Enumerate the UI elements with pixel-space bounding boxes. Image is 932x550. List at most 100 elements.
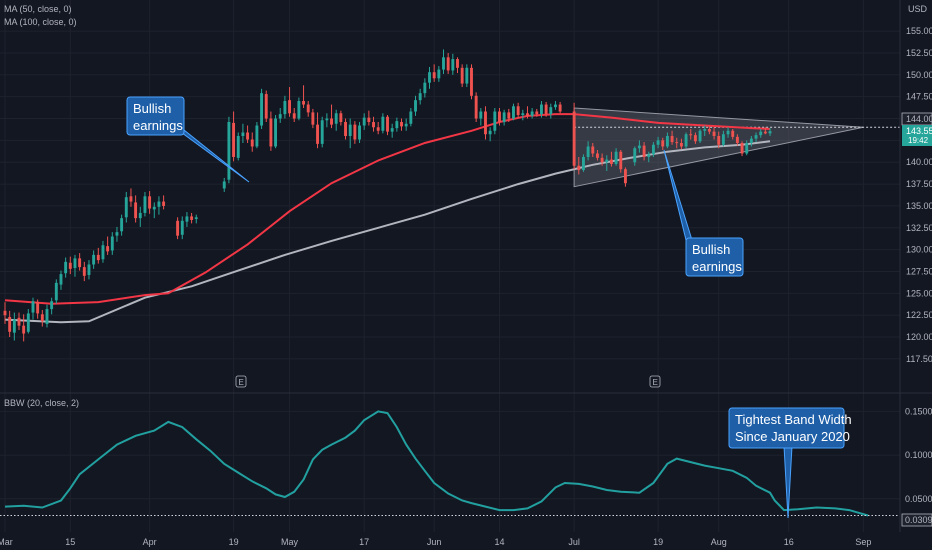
candle [227,116,231,184]
candle [246,125,250,143]
candle [334,109,338,131]
earnings-marker[interactable]: E [235,375,247,388]
candle [372,116,375,132]
candle [423,78,427,98]
candle [605,155,609,171]
candle [498,108,501,126]
candle [614,148,618,166]
candle-body [8,316,12,332]
candle-body [320,120,324,144]
svg-text:19:42: 19:42 [908,136,929,145]
legend-ma100[interactable]: MA (100, close, 0) [4,17,77,27]
legend-ma50[interactable]: MA (50, close, 0) [4,4,72,14]
moving-averages [4,113,771,324]
candle-body [446,57,450,71]
price-tick-label: 140.00 [906,157,932,167]
candle [325,113,329,128]
callout-bullish-earnings-2: Bullish earnings [663,149,744,277]
candle [12,312,16,341]
candle-body [735,136,739,143]
candle [442,49,445,74]
candle-body [526,113,529,116]
candle-body [512,106,515,119]
candle-body [390,128,394,132]
candle [8,310,12,338]
candle-body [26,313,30,332]
earnings-marker[interactable]: E [649,375,661,388]
candle-body [745,142,749,154]
price-tick-label: 122.50 [906,310,932,320]
candle-body [437,69,441,79]
candle [581,154,585,172]
candle-body [59,274,63,285]
candle [311,108,315,129]
candle [656,136,660,149]
candle [717,131,721,149]
candle-body [395,121,399,129]
candle [600,153,604,166]
candle [73,254,77,277]
candle [59,270,63,290]
candle [390,123,394,138]
candle-body [250,139,254,147]
candle-body [656,140,660,145]
candle-body [353,124,357,140]
candle [64,257,68,278]
legend-bbw[interactable]: BBW (20, close, 2) [4,398,79,408]
price-tick-label: 137.50 [906,179,932,189]
candle [763,127,767,135]
candle-body [283,101,287,115]
candle [358,122,361,143]
candle-body [334,113,338,124]
candle [577,156,581,175]
candle-body [17,317,21,326]
candle [264,90,268,123]
candle-body [260,93,264,126]
candle [703,125,707,136]
candle [721,130,725,147]
candle [22,314,26,342]
candle-body [148,196,152,209]
candle-body [31,301,35,313]
candle-body [549,107,553,115]
candle [185,212,189,227]
candle [302,85,305,109]
svg-text:Bullish: Bullish [692,242,730,257]
candle [367,110,371,126]
candle-body [577,165,581,171]
candle [194,214,198,224]
price-tick-label: 135.00 [906,201,932,211]
candle [540,101,543,118]
candle [521,109,525,121]
candle [516,102,520,119]
candle-body [143,196,147,213]
x-tick-label: 19 [229,537,239,547]
candle-body [115,232,119,236]
candle [162,195,166,210]
price-tick-label: 132.50 [906,223,932,233]
candle-body [423,82,427,94]
candle [17,312,21,331]
candle-body [50,301,54,310]
candle [488,127,492,142]
candle [138,206,142,227]
bbw-value-badge: 0.0309 [901,513,932,527]
candle [456,57,459,74]
candle [754,132,758,143]
candle-body [376,127,380,131]
candle-body [325,118,329,121]
candle-body [278,114,282,119]
candle-body [721,134,725,145]
candle-body [157,201,161,207]
candle-body [740,142,744,154]
svg-text:Since January 2020: Since January 2020 [735,429,850,444]
candle-body [530,111,534,116]
candle [152,202,156,219]
candle-body [124,197,128,218]
candle-body [78,258,82,268]
candle-body [442,57,445,70]
x-tick-label: 19 [653,537,663,547]
x-tick-label: May [281,537,299,547]
candle [698,129,702,143]
